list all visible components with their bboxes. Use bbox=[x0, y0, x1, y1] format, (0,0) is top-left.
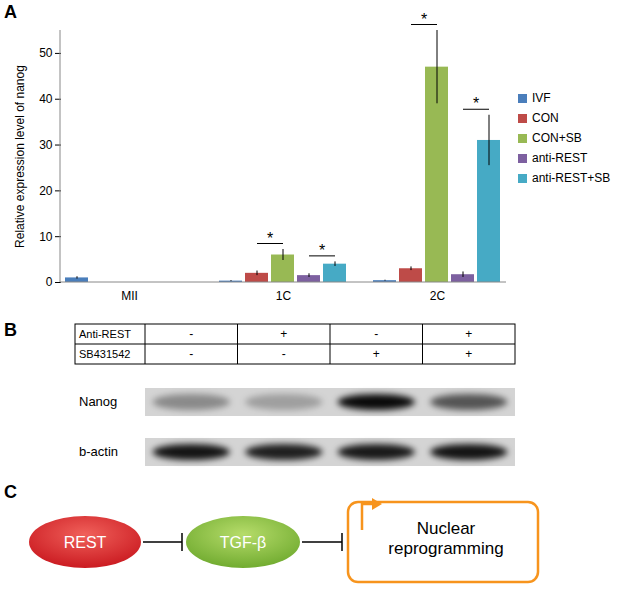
svg-text:2C: 2C bbox=[430, 289, 446, 303]
html-text:anti-REST+SB: anti-REST+SB bbox=[532, 171, 611, 185]
svg-text:30: 30 bbox=[39, 138, 53, 152]
svg-text:*: * bbox=[319, 242, 325, 259]
svg-text:40: 40 bbox=[39, 92, 53, 106]
svg-text:+: + bbox=[280, 327, 287, 341]
html-text:A: A bbox=[4, 2, 17, 22]
svg-text:Nanog: Nanog bbox=[79, 394, 117, 409]
svg-text:C: C bbox=[4, 482, 17, 502]
svg-text:*: * bbox=[267, 230, 273, 247]
html-text:CON: CON bbox=[532, 111, 559, 125]
svg-text:10: 10 bbox=[39, 230, 53, 244]
svg-text:Relative expression level of n: Relative expression level of nanog bbox=[13, 65, 27, 248]
html-text:anti-REST: anti-REST bbox=[532, 151, 588, 165]
html-text:CON+SB: CON+SB bbox=[532, 131, 582, 145]
svg-text:TGF-β: TGF-β bbox=[220, 534, 267, 551]
svg-text:b-actin: b-actin bbox=[79, 444, 118, 459]
svg-text:+: + bbox=[373, 347, 380, 361]
svg-text:20: 20 bbox=[39, 184, 53, 198]
svg-text:+: + bbox=[465, 327, 472, 341]
svg-text:Anti-REST: Anti-REST bbox=[79, 328, 131, 340]
svg-text:-: - bbox=[282, 347, 286, 361]
svg-text:*: * bbox=[421, 11, 427, 28]
svg-text:+: + bbox=[465, 347, 472, 361]
svg-text:-: - bbox=[189, 327, 193, 341]
svg-text:*: * bbox=[473, 95, 479, 112]
html-text:IVF: IVF bbox=[532, 91, 551, 105]
svg-text:SB431542: SB431542 bbox=[79, 348, 130, 360]
svg-text:-: - bbox=[189, 347, 193, 361]
svg-text:50: 50 bbox=[39, 46, 53, 60]
svg-text:-: - bbox=[374, 327, 378, 341]
svg-text:B: B bbox=[4, 320, 17, 340]
svg-text:Nuclearreprogramming: Nuclearreprogramming bbox=[388, 519, 503, 558]
svg-text:1C: 1C bbox=[276, 289, 292, 303]
svg-text:REST: REST bbox=[64, 534, 107, 551]
svg-text:MII: MII bbox=[121, 289, 138, 303]
svg-text:0: 0 bbox=[46, 275, 53, 289]
